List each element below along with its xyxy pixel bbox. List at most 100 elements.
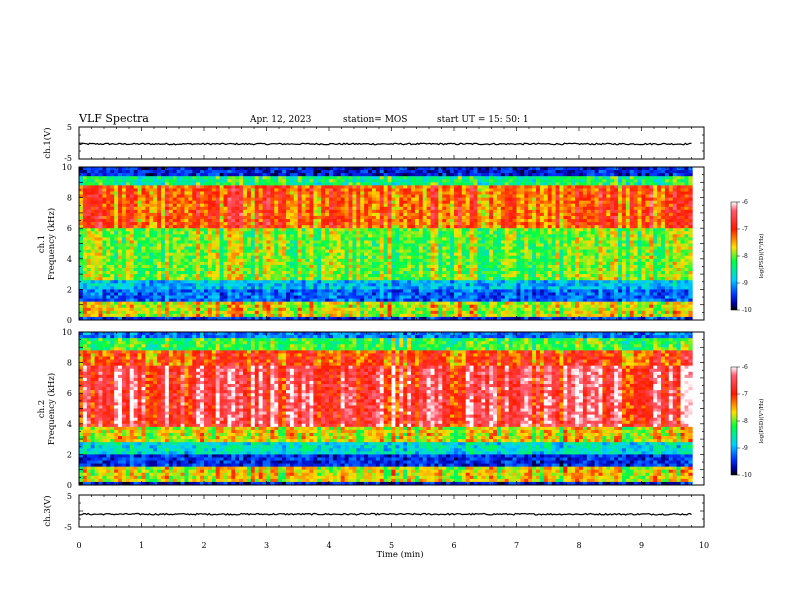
ch1-spec-cell [360,267,365,272]
ch1-spec-cell [106,286,111,290]
ch1-spec-cell [102,246,107,251]
ch1-spec-cell [364,194,369,198]
ch1-spec-cell [454,176,459,180]
ch1-spec-cell [98,197,103,202]
ch1-spec-cell [336,240,342,244]
ch1-spec-cell [282,307,287,312]
ch1-spec-cell [414,188,420,192]
ch1-spec-cell [297,200,303,205]
ch1-spec-cell [317,212,322,217]
ch1-spec-cell [434,298,439,303]
ch1-spec-cell [133,289,138,293]
ch1-spec-cell [200,188,205,192]
ch1-spec-cell [129,289,135,293]
ch1-spec-cell [422,310,428,315]
ch1-spec-cell [289,271,295,275]
ch1-spec-cell [426,240,431,244]
ch1-spec-cell [102,197,107,202]
ch1-spec-cell [223,301,228,306]
ch1-spec-cell [145,170,150,174]
ch1-spec-cell [149,316,154,320]
ch1-spec-cell [368,255,373,260]
ch1-spec-cell [446,286,451,290]
ch1-spec-cell [188,225,193,229]
ch1-spec-cell [278,264,283,269]
ch1-spec-cell [442,170,447,174]
ch1-spec-cell [200,194,205,198]
ch1-spec-cell [196,258,201,263]
ch1-spec-cell [192,185,197,189]
ch1-spec-cell [360,301,365,306]
ch1-spec-cell [360,252,365,257]
ch1-spec-cell [239,310,244,315]
ch1-spec-cell [235,194,240,198]
ch1-spec-cell [176,304,181,309]
ch1-spec-cell [289,283,295,287]
ch1-spec-cell [149,271,154,275]
ch1-spec-cell [133,185,138,189]
ch1-spec-cell [114,194,119,198]
ch1-spec-cell [344,194,349,198]
ch1-spec-cell [110,231,115,235]
ch1-spec-cell [317,194,322,198]
ch1-spec-cell [411,219,416,223]
ch1-spec-cell [262,197,267,202]
ch1-spec-cell [200,234,205,238]
ch1-spec-cell [297,295,303,299]
ch1-spec-cell [278,234,283,238]
ch1-spec-cell [246,289,252,293]
ch1-spec-cell [375,298,381,303]
ch1-spec-cell [82,185,88,189]
ch1-spec-cell [79,255,84,260]
ch1-spec-cell [368,228,373,232]
ch1-spec-cell [301,298,306,303]
ch1-spec-cell [395,176,400,180]
ch1-spec-cell [106,283,111,287]
ch1-spec-cell [172,261,178,266]
ch1-spec-cell [239,206,244,211]
ch1-spec-cell [227,188,232,192]
ch1-spec-cell [188,215,193,220]
ch1-spec-cell [454,277,459,281]
ch1-spec-cell [340,316,346,320]
ch1-spec-cell [278,185,283,189]
ch1-spec-cell [168,298,174,303]
ch1-spec-cell [235,231,240,235]
ch1-spec-cell [246,243,252,247]
ch1-spec-cell [192,243,197,247]
ch1-spec-cell [422,219,428,223]
ch1-spec-cell [313,301,318,306]
ch1-spec-cell [289,307,295,312]
ch1-spec-cell [149,304,154,309]
ch1-spec-cell [176,215,181,220]
ch1-spec-cell [379,237,385,241]
ch1-spec-cell [344,249,349,254]
ch1-spec-cell [426,176,431,180]
ch1-spec-cell [391,179,396,183]
ch1-spec-cell [250,176,256,180]
ch1-spec-cell [356,310,361,315]
ch1-spec-cell [121,280,127,284]
ch1-spec-cell [266,179,271,183]
ch1-spec-cell [86,179,92,183]
ch1-spec-cell [86,200,92,205]
ch1-spec-cell [141,203,146,208]
ch1-spec-cell [391,264,396,269]
ch1-spec-cell [286,280,291,284]
ch1-spec-cell [118,212,123,217]
ch1-spec-cell [114,206,119,211]
ch1-spec-cell [336,310,342,315]
ch1-spec-cell [274,274,279,278]
ch1-spec-cell [356,179,361,183]
ch1-spec-cell [188,206,193,211]
ch1-spec-cell [371,295,377,299]
ch1-spec-cell [250,307,256,312]
ch1-spec-cell [325,316,330,320]
ch1-spec-cell [438,179,443,183]
ch1-spec-cell [204,249,209,254]
ch1-spec-cell [153,258,158,263]
ch1-spec-cell [414,292,420,296]
ch1-spec-cell [227,267,232,272]
ch1-spec-cell [82,304,88,309]
ch1-spec-cell [418,167,424,171]
